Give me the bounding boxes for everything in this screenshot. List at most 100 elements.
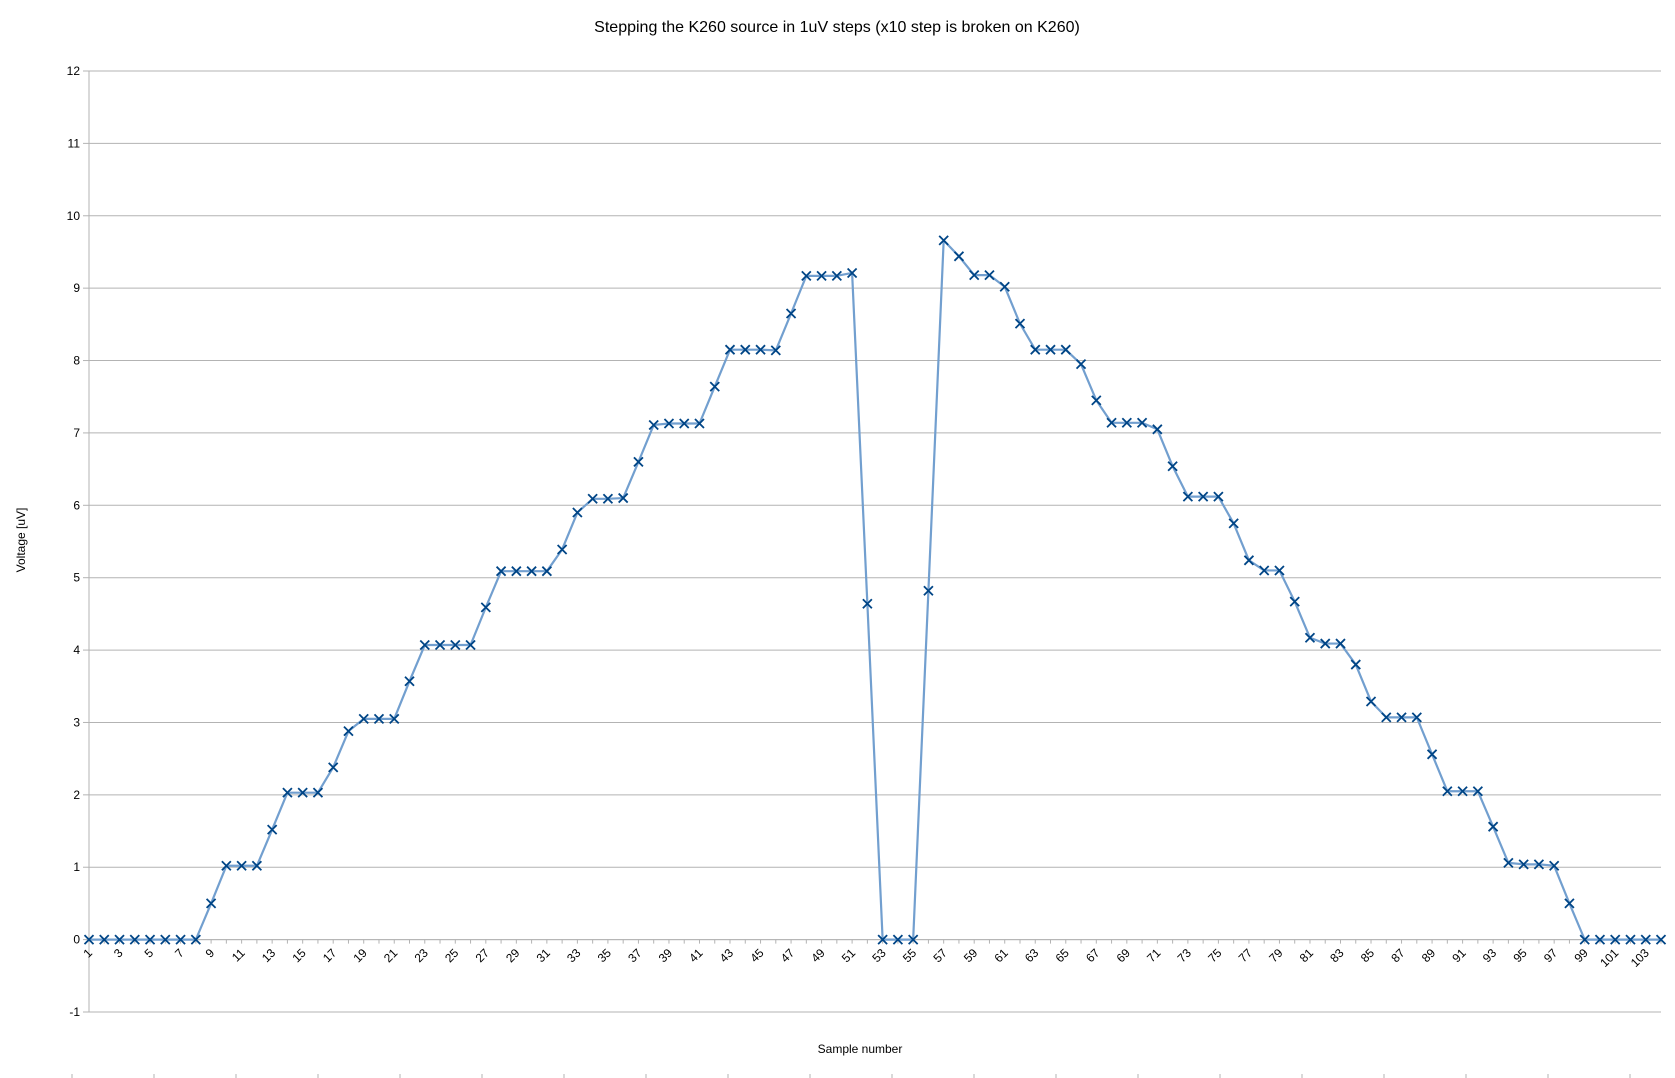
x-tick-label: 75 — [1205, 946, 1225, 966]
data-point — [923, 585, 934, 596]
x-tick-label: 57 — [930, 946, 950, 966]
data-point — [1426, 749, 1438, 760]
data-point — [892, 934, 904, 945]
data-point — [1564, 898, 1575, 909]
data-point — [1335, 638, 1346, 649]
data-point — [1106, 417, 1117, 428]
x-tick-label: 101 — [1597, 946, 1621, 970]
data-point — [343, 726, 354, 737]
data-point — [953, 251, 965, 262]
data-point — [1610, 934, 1621, 945]
data-point — [1472, 786, 1483, 797]
data-point — [1243, 555, 1255, 566]
y-tick-label: 1 — [73, 860, 80, 874]
x-tick-label: 63 — [1022, 946, 1042, 966]
data-point — [694, 418, 705, 429]
x-tick-label: 43 — [717, 946, 737, 966]
x-tick-label: 29 — [503, 946, 523, 966]
x-tick-label: 39 — [656, 946, 676, 966]
x-tick-label: 73 — [1175, 946, 1195, 966]
data-point — [480, 602, 491, 613]
x-tick-label: 45 — [747, 946, 767, 966]
data-point — [1228, 518, 1239, 529]
data-point — [511, 566, 522, 577]
x-tick-label: 93 — [1480, 946, 1500, 966]
x-tick-label: 49 — [808, 946, 828, 966]
data-point — [129, 934, 140, 945]
x-tick-label: 53 — [869, 946, 889, 966]
data-point — [1289, 596, 1300, 607]
data-point — [1411, 712, 1422, 723]
x-tick-label: 13 — [259, 946, 279, 966]
data-point — [114, 934, 125, 945]
data-point — [450, 639, 461, 651]
x-tick-label: 61 — [992, 946, 1012, 966]
y-tick-label: 2 — [73, 788, 80, 802]
grid-layer — [89, 70, 1661, 1013]
data-point — [1213, 491, 1224, 502]
x-tick-label: 97 — [1541, 946, 1561, 966]
x-tick-label: 35 — [595, 946, 615, 966]
data-point — [846, 267, 858, 279]
data-point — [1655, 934, 1667, 945]
data-point — [419, 639, 430, 651]
y-tick-label: 6 — [73, 498, 80, 512]
x-tick-label: 17 — [320, 946, 340, 966]
x-tick-label: 81 — [1297, 946, 1317, 966]
data-point — [1487, 821, 1499, 832]
data-point — [282, 787, 293, 798]
data-point — [267, 824, 278, 835]
data-point — [328, 762, 339, 773]
x-tick-label: 71 — [1144, 946, 1164, 966]
x-tick-label: 37 — [625, 946, 645, 966]
data-point — [572, 507, 583, 518]
x-tick-label: 85 — [1358, 946, 1378, 966]
y-tick-label: 9 — [73, 281, 80, 295]
x-tick-label: 23 — [412, 946, 432, 966]
marker-layer — [83, 235, 1667, 945]
x-tick-label: 3 — [111, 946, 126, 961]
label-layer: Stepping the K260 source in 1uV steps (x… — [14, 19, 1652, 1056]
x-tick-label: 79 — [1266, 946, 1286, 966]
x-tick-label: 9 — [203, 946, 218, 961]
y-tick-label: 7 — [73, 426, 80, 440]
data-point — [358, 713, 369, 724]
data-point — [556, 544, 568, 555]
data-point — [1442, 786, 1453, 797]
x-tick-label: 91 — [1449, 946, 1469, 966]
data-point — [984, 269, 995, 281]
series-line — [89, 239, 1661, 941]
data-point — [221, 860, 232, 871]
data-point — [1030, 344, 1041, 355]
data-point — [801, 270, 812, 281]
series-layer — [89, 239, 1661, 941]
data-point — [251, 860, 263, 871]
data-point — [633, 456, 644, 468]
x-tick-label: 55 — [900, 946, 920, 966]
data-point — [877, 934, 888, 945]
data-point — [724, 344, 736, 355]
chart-title: Stepping the K260 source in 1uV steps (x… — [594, 19, 1080, 36]
data-point — [938, 235, 949, 246]
data-point — [495, 566, 507, 577]
x-axis-title: Sample number — [818, 1042, 903, 1056]
data-point — [526, 566, 537, 577]
data-point — [389, 713, 400, 724]
data-point — [1549, 860, 1560, 871]
data-point — [831, 270, 842, 281]
y-tick-label: -1 — [69, 1005, 80, 1019]
x-tick-label: 21 — [381, 946, 401, 966]
x-tick-label: 15 — [289, 946, 309, 966]
y-tick-label: 3 — [73, 715, 80, 729]
x-tick-label: 89 — [1419, 946, 1439, 966]
x-tick-label: 25 — [442, 946, 462, 966]
data-point — [1365, 696, 1377, 707]
data-point — [1060, 344, 1071, 355]
data-point — [1518, 859, 1529, 870]
data-point — [1091, 395, 1102, 406]
data-point — [404, 676, 415, 687]
data-point — [434, 639, 446, 651]
x-tick-label: 77 — [1236, 946, 1256, 966]
data-point — [587, 493, 598, 504]
